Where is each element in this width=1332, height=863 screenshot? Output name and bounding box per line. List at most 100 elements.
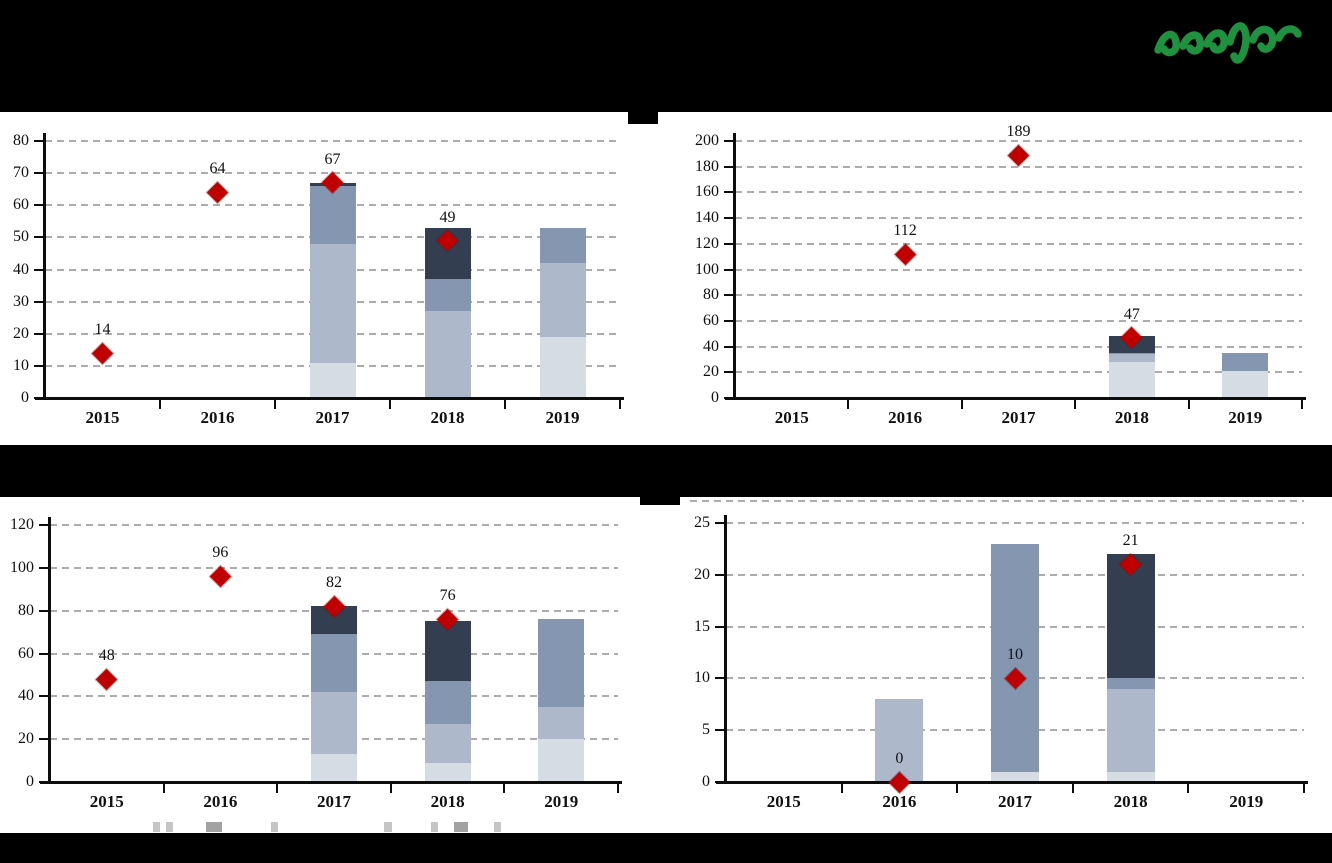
diamond-marker bbox=[209, 565, 231, 587]
x-category-label: 2016 bbox=[882, 792, 917, 811]
y-axis-tick bbox=[39, 609, 49, 612]
gridline bbox=[735, 371, 1302, 374]
bar-segment bbox=[309, 362, 356, 398]
data-label: 67 bbox=[324, 150, 341, 168]
y-tick-label: 50 bbox=[13, 228, 29, 246]
redacted-middle-stub bbox=[640, 497, 680, 505]
x-axis bbox=[725, 397, 1306, 400]
y-axis-tick bbox=[715, 573, 725, 576]
bar-segment bbox=[1108, 336, 1155, 353]
bar-segment bbox=[1108, 362, 1155, 398]
x-axis-tick bbox=[389, 399, 391, 409]
x-axis-tick bbox=[956, 783, 959, 793]
y-tick-label: 10 bbox=[694, 669, 710, 687]
diamond-marker bbox=[888, 771, 910, 793]
y-axis bbox=[43, 133, 46, 400]
gridline bbox=[726, 522, 1304, 524]
diamond-marker bbox=[1119, 553, 1142, 575]
y-tick-label: 60 bbox=[703, 311, 719, 329]
bar-segment bbox=[991, 543, 1039, 772]
y-axis-tick bbox=[724, 140, 734, 142]
gridline bbox=[50, 566, 618, 569]
data-label: 48 bbox=[98, 647, 115, 665]
bar-segment bbox=[424, 762, 471, 782]
y-tick-label: 40 bbox=[703, 337, 719, 355]
diamond-marker bbox=[91, 342, 114, 364]
bar-segment bbox=[311, 634, 357, 692]
data-label: 10 bbox=[1007, 646, 1023, 664]
y-tick-label: 40 bbox=[13, 260, 29, 278]
x-category-label: 2018 bbox=[1113, 792, 1148, 811]
data-label: 189 bbox=[1006, 123, 1031, 141]
legend-remnant bbox=[271, 822, 278, 832]
gridline bbox=[45, 364, 620, 367]
bar-segment bbox=[311, 754, 357, 782]
x-category-label: 2017 bbox=[1001, 408, 1036, 427]
y-axis-tick bbox=[715, 781, 725, 783]
x-axis-tick bbox=[847, 399, 850, 409]
legend-remnant bbox=[384, 822, 392, 832]
bar-segment bbox=[424, 621, 471, 682]
gridline bbox=[45, 172, 620, 175]
y-tick-label: 20 bbox=[18, 730, 34, 748]
data-label: 112 bbox=[893, 222, 917, 240]
x-category-label: 2015 bbox=[766, 792, 801, 811]
gridline bbox=[735, 242, 1302, 245]
gridline bbox=[735, 268, 1302, 271]
x-category-label: 2018 bbox=[1114, 408, 1149, 427]
x-category-label: 2016 bbox=[200, 408, 235, 427]
gridline bbox=[50, 609, 618, 612]
x-axis-tick bbox=[1187, 399, 1190, 409]
data-label: 0 bbox=[895, 750, 904, 767]
gridline bbox=[50, 524, 618, 526]
bar-segment bbox=[538, 739, 585, 782]
gridline bbox=[735, 191, 1302, 194]
data-label: 64 bbox=[209, 160, 226, 178]
y-axis-tick bbox=[724, 371, 734, 374]
gridline bbox=[726, 729, 1304, 732]
y-axis-tick bbox=[724, 268, 734, 271]
diamond-marker bbox=[321, 172, 344, 194]
y-tick-label: 120 bbox=[695, 234, 719, 252]
y-tick-label: 20 bbox=[13, 324, 29, 342]
y-axis-tick bbox=[39, 566, 49, 569]
data-label: 82 bbox=[326, 574, 342, 592]
legend-remnant bbox=[431, 822, 438, 832]
gridline bbox=[735, 345, 1302, 348]
x-axis bbox=[40, 781, 622, 784]
redacted-middle-bar bbox=[0, 445, 1332, 497]
bar-segment bbox=[1106, 678, 1155, 689]
gridline bbox=[50, 738, 618, 741]
x-category-label: 2015 bbox=[89, 792, 124, 811]
gridline bbox=[45, 332, 620, 335]
brand-logo bbox=[1150, 16, 1310, 70]
gridline bbox=[45, 236, 620, 239]
y-tick-label: 80 bbox=[703, 286, 719, 304]
x-axis-tick bbox=[840, 783, 843, 793]
bar-segment bbox=[1222, 371, 1269, 398]
y-axis-tick bbox=[724, 242, 734, 245]
x-axis bbox=[716, 781, 1308, 784]
y-axis-tick bbox=[39, 695, 49, 698]
x-axis-tick bbox=[1074, 399, 1077, 409]
y-tick-label: 20 bbox=[703, 363, 719, 381]
y-tick-label: 0 bbox=[711, 389, 719, 406]
gridline bbox=[735, 217, 1302, 220]
gridline bbox=[726, 625, 1304, 628]
y-axis-tick bbox=[724, 345, 734, 348]
legend-remnant bbox=[454, 822, 468, 832]
y-axis-tick bbox=[39, 781, 49, 783]
gridline bbox=[735, 319, 1302, 322]
diamond-marker bbox=[436, 229, 459, 252]
data-label: 96 bbox=[212, 544, 229, 562]
y-tick-label: 60 bbox=[18, 644, 34, 662]
bar-segment bbox=[1108, 354, 1155, 362]
legend-remnant bbox=[166, 822, 173, 832]
bar-segment bbox=[424, 279, 471, 312]
x-axis-tick bbox=[504, 399, 506, 409]
gridline bbox=[45, 300, 620, 303]
y-axis-tick bbox=[724, 294, 734, 297]
y-tick-label: 100 bbox=[695, 260, 719, 278]
